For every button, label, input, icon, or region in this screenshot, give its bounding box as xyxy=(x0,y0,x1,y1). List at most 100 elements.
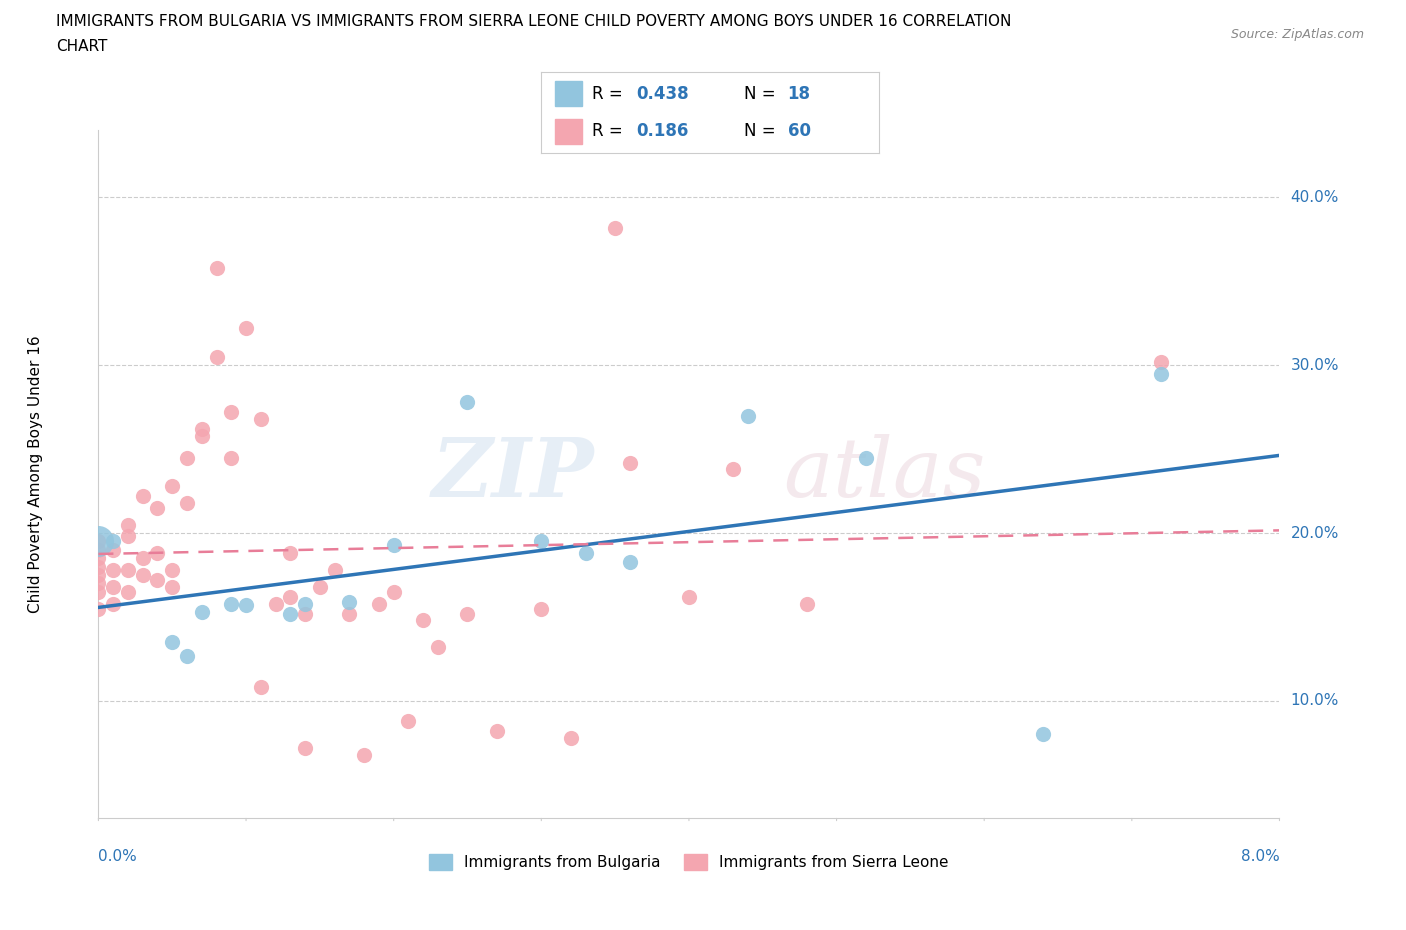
Point xyxy=(855,450,877,465)
Point xyxy=(132,551,155,565)
Point xyxy=(412,613,434,628)
Point xyxy=(294,606,316,621)
Point xyxy=(574,546,596,561)
Point xyxy=(219,405,242,419)
Point xyxy=(530,534,553,549)
Point xyxy=(162,479,183,494)
Point xyxy=(530,601,553,616)
Point xyxy=(103,579,124,594)
Point xyxy=(103,596,124,611)
Point xyxy=(205,260,228,275)
Point xyxy=(162,634,183,649)
Point xyxy=(308,579,332,594)
Point xyxy=(176,496,198,511)
Point xyxy=(456,606,478,621)
Point xyxy=(605,220,627,235)
Point xyxy=(132,567,155,582)
Point xyxy=(87,584,110,599)
Point xyxy=(278,606,301,621)
Point xyxy=(191,604,214,619)
Point xyxy=(162,579,183,594)
Point xyxy=(87,576,110,591)
Point xyxy=(678,590,700,604)
Point xyxy=(146,573,169,588)
Text: ZIP: ZIP xyxy=(432,434,595,514)
Point xyxy=(337,594,360,609)
Point xyxy=(191,428,214,443)
Point xyxy=(87,567,110,582)
Point xyxy=(250,680,273,695)
Bar xyxy=(555,82,582,106)
Point xyxy=(278,590,301,604)
Point xyxy=(323,563,346,578)
Text: N =: N = xyxy=(744,85,780,102)
Text: 10.0%: 10.0% xyxy=(1291,694,1339,709)
Text: 0.186: 0.186 xyxy=(636,123,688,140)
Text: IMMIGRANTS FROM BULGARIA VS IMMIGRANTS FROM SIERRA LEONE CHILD POVERTY AMONG BOY: IMMIGRANTS FROM BULGARIA VS IMMIGRANTS F… xyxy=(56,14,1011,29)
Point xyxy=(619,455,641,470)
Point xyxy=(264,596,287,611)
Point xyxy=(396,713,419,728)
Point xyxy=(146,546,169,561)
Point xyxy=(796,596,818,611)
Point xyxy=(117,517,139,532)
Text: R =: R = xyxy=(592,123,628,140)
Point xyxy=(219,596,242,611)
Point xyxy=(353,747,375,762)
Point xyxy=(117,584,139,599)
Point xyxy=(103,534,124,549)
Point xyxy=(235,321,257,336)
Point xyxy=(176,450,198,465)
Point xyxy=(337,606,360,621)
Text: 60: 60 xyxy=(787,123,811,140)
Point xyxy=(250,411,273,426)
Point xyxy=(87,534,110,549)
Point xyxy=(87,601,110,616)
Point xyxy=(219,450,242,465)
Point xyxy=(1150,366,1173,381)
Point xyxy=(456,394,478,409)
Point xyxy=(1150,354,1173,369)
Point xyxy=(382,538,405,552)
Point xyxy=(485,724,508,738)
Text: 8.0%: 8.0% xyxy=(1240,849,1279,864)
Text: 40.0%: 40.0% xyxy=(1291,190,1339,205)
Point xyxy=(132,488,155,503)
Point xyxy=(117,529,139,544)
Point xyxy=(235,598,257,613)
Point xyxy=(87,551,110,565)
Point xyxy=(162,563,183,578)
Point xyxy=(426,640,449,655)
Point xyxy=(191,421,214,436)
Text: atlas: atlas xyxy=(783,434,986,514)
Point xyxy=(87,559,110,574)
Point xyxy=(176,648,198,663)
Legend: Immigrants from Bulgaria, Immigrants from Sierra Leone: Immigrants from Bulgaria, Immigrants fro… xyxy=(423,848,955,876)
Point xyxy=(560,730,582,745)
Text: 0.0%: 0.0% xyxy=(98,849,138,864)
Point xyxy=(205,350,228,365)
Point xyxy=(382,584,405,599)
Point xyxy=(87,542,110,557)
Point xyxy=(146,500,169,515)
Text: Child Poverty Among Boys Under 16: Child Poverty Among Boys Under 16 xyxy=(28,336,44,613)
Text: 18: 18 xyxy=(787,85,811,102)
Point xyxy=(294,740,316,755)
Point xyxy=(278,546,301,561)
Point xyxy=(721,462,744,477)
Point xyxy=(294,596,316,611)
Point xyxy=(367,596,389,611)
Point xyxy=(87,534,110,549)
Bar xyxy=(555,119,582,143)
Text: R =: R = xyxy=(592,85,628,102)
Point xyxy=(117,563,139,578)
Point xyxy=(737,408,759,423)
Text: N =: N = xyxy=(744,123,780,140)
Text: 30.0%: 30.0% xyxy=(1291,358,1339,373)
Text: 20.0%: 20.0% xyxy=(1291,525,1339,540)
Point xyxy=(1032,727,1054,742)
Text: CHART: CHART xyxy=(56,39,108,54)
Text: Source: ZipAtlas.com: Source: ZipAtlas.com xyxy=(1230,28,1364,41)
Point xyxy=(619,554,641,569)
Point xyxy=(103,542,124,557)
